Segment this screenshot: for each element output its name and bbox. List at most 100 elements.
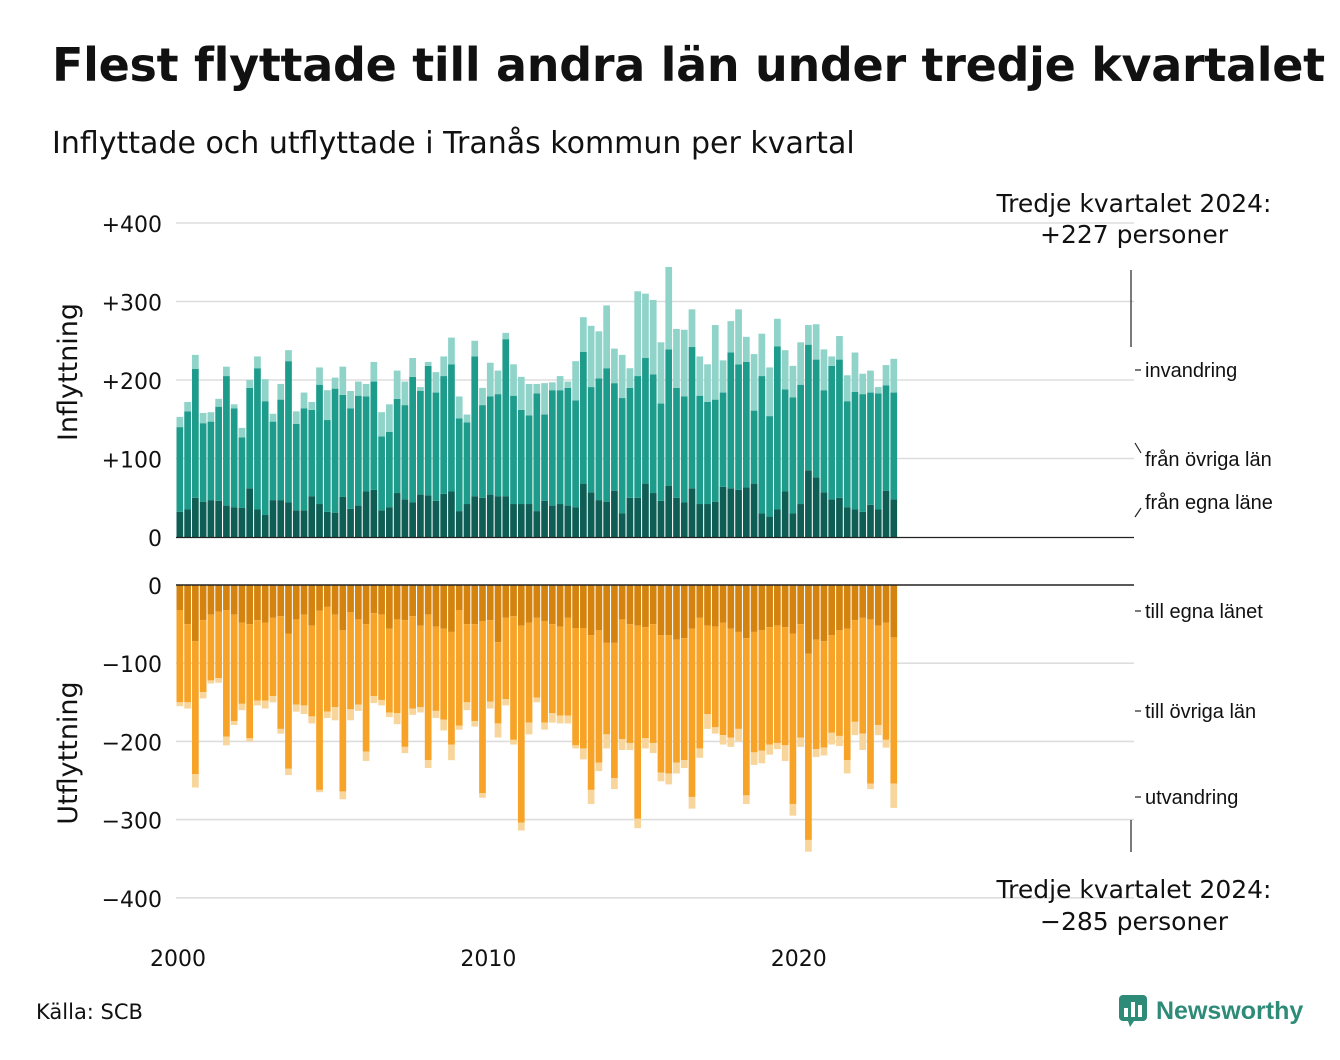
bar-segment-out-0	[471, 585, 479, 625]
bar-segment-out-2	[696, 748, 704, 758]
bar-segment-out-2	[774, 742, 781, 750]
bar-segment-in-0	[479, 497, 486, 537]
bar-segment-in-1	[843, 401, 851, 508]
bar-segment-out-2	[370, 696, 378, 704]
bar-segment-in-2	[673, 328, 680, 388]
bar-segment-out-2	[665, 773, 673, 785]
bar-segment-in-1	[711, 399, 719, 502]
y-tick-label-top: +300	[102, 292, 162, 317]
bar-segment-out-1	[758, 630, 766, 751]
bar-segment-out-0	[611, 585, 618, 643]
bar-segment-out-0	[176, 585, 184, 611]
bar-segment-out-0	[316, 585, 323, 611]
bar-segment-in-1	[339, 394, 347, 497]
bar-segment-out-0	[277, 585, 285, 617]
bar-segment-out-2	[393, 713, 401, 725]
bar-segment-in-2	[603, 305, 610, 369]
y-tick-label-top: 0	[148, 527, 162, 552]
bar-segment-in-1	[742, 361, 750, 488]
bar-segment-in-0	[851, 509, 859, 537]
bar-segment-out-1	[556, 626, 564, 716]
bar-segment-out-0	[541, 585, 548, 621]
bar-segment-in-1	[223, 376, 230, 506]
bar-segment-out-1	[735, 631, 742, 729]
bar-segment-in-0	[502, 496, 510, 537]
label-tick-egna-in	[1134, 507, 1142, 518]
bar-segment-in-0	[393, 493, 401, 537]
bar-segment-in-0	[409, 502, 416, 537]
bar-segment-in-1	[370, 381, 378, 490]
bar-segment-out-1	[580, 628, 587, 749]
annotation-bottom-line2: −285 personer	[1040, 907, 1229, 936]
bar-segment-out-1	[207, 614, 215, 681]
bar-segment-in-2	[711, 325, 719, 400]
bar-segment-in-2	[192, 354, 199, 370]
bar-segment-in-0	[556, 504, 564, 537]
bar-segment-out-0	[727, 585, 735, 629]
bar-segment-in-2	[587, 325, 595, 388]
bar-segment-out-2	[735, 728, 742, 742]
bar-segment-in-0	[223, 505, 230, 537]
bar-segment-out-0	[479, 585, 486, 621]
bar-segment-in-0	[626, 497, 634, 537]
bar-segment-in-0	[673, 497, 680, 537]
bar-segment-in-2	[207, 412, 215, 422]
bar-segment-in-0	[308, 496, 316, 537]
bar-segment-out-0	[556, 585, 564, 627]
bar-segment-in-1	[696, 395, 704, 505]
bar-segment-in-1	[300, 408, 308, 511]
bar-segment-out-2	[642, 738, 649, 749]
y-tick-label-top: +400	[102, 213, 162, 238]
bar-segment-in-2	[680, 329, 688, 397]
bar-segment-in-0	[285, 502, 292, 537]
chart-title: Flest flyttade till andra län under tred…	[52, 38, 1325, 92]
bar-segment-out-1	[859, 617, 867, 734]
bar-segment-in-0	[215, 500, 222, 537]
bar-segment-out-2	[223, 736, 230, 746]
bar-segment-in-0	[207, 500, 215, 537]
bar-segment-in-2	[727, 321, 735, 353]
bar-segment-in-0	[587, 492, 595, 537]
bar-segment-out-0	[680, 585, 688, 639]
bar-segment-out-1	[719, 622, 727, 736]
bar-segment-out-0	[758, 585, 766, 631]
bar-segment-in-1	[750, 410, 758, 484]
bar-segment-in-1	[261, 401, 269, 516]
bar-segment-out-0	[533, 585, 541, 618]
bar-segment-out-1	[455, 610, 463, 726]
bar-segment-in-2	[471, 340, 479, 357]
bar-segment-in-2	[859, 373, 867, 395]
bar-segment-in-0	[386, 507, 393, 537]
bar-segment-in-2	[417, 387, 424, 391]
bar-segment-out-1	[323, 606, 331, 712]
newsworthy-icon	[1119, 995, 1147, 1027]
bar-segment-in-2	[308, 401, 316, 410]
bar-segment-in-0	[230, 507, 238, 537]
bar-segment-in-2	[665, 266, 673, 350]
bar-segment-in-1	[704, 401, 711, 505]
bar-segment-in-1	[378, 436, 385, 511]
bar-segment-in-1	[424, 365, 432, 496]
bar-segment-in-2	[409, 358, 416, 377]
series-labels: invandring från övriga län från egna län…	[1134, 360, 1273, 809]
bar-segment-out-0	[494, 585, 502, 643]
bar-segment-out-1	[711, 626, 719, 728]
bar-segment-out-1	[479, 620, 486, 794]
bar-segment-out-2	[409, 708, 416, 715]
bar-segment-out-0	[486, 585, 494, 621]
bar-segment-in-0	[774, 509, 781, 537]
bar-segment-out-2	[424, 760, 432, 768]
bar-segment-out-0	[564, 585, 572, 618]
bar-segment-in-1	[828, 365, 836, 500]
bar-segment-out-1	[292, 619, 300, 705]
bar-segment-out-0	[587, 585, 595, 636]
bar-segment-in-2	[843, 375, 851, 402]
bar-segment-out-1	[308, 625, 316, 717]
bar-segment-out-1	[890, 637, 898, 784]
bar-segment-out-1	[680, 638, 688, 761]
bar-segment-out-0	[572, 585, 579, 629]
bar-segment-in-0	[580, 483, 587, 537]
bar-segment-in-0	[254, 509, 261, 537]
bar-segment-in-1	[882, 385, 890, 491]
bar-segment-in-0	[184, 509, 191, 537]
